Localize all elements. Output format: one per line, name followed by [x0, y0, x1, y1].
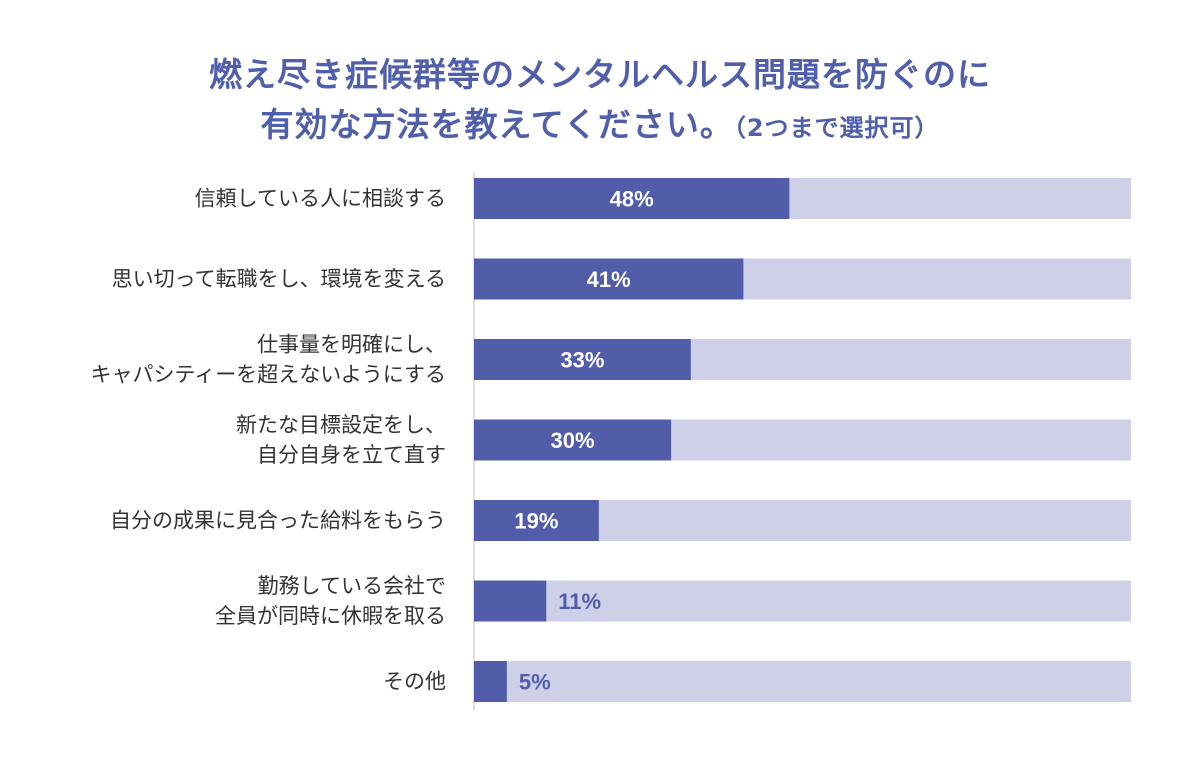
bar [474, 419, 672, 461]
bar-value-label: 41% [587, 267, 631, 292]
bar [474, 339, 691, 380]
category-label: 仕事量を明確にし、 [257, 333, 446, 357]
category-label: 信頼している人に相談する [195, 187, 446, 211]
bar-value-label: 30% [551, 428, 595, 453]
bar-value-label: 19% [514, 509, 558, 534]
bar-value-label: 33% [560, 348, 604, 373]
chart-title-line2: 有効な方法を教えてください。（2つまで選択可） [0, 100, 1200, 153]
bar-value-label: 48% [610, 187, 654, 212]
category-label: キャパシティーを超えないようにする [90, 363, 446, 387]
bar-value-label: 5% [519, 670, 551, 695]
category-label: 自分自身を立て直す [257, 443, 446, 467]
chart-title: 燃え尽き症候群等のメンタルヘルス問題を防ぐのに 有効な方法を教えてください。（2… [0, 50, 1200, 153]
category-label: 全員が同時に休暇を取る [215, 604, 446, 628]
chart-title-note: （2つまで選択可） [733, 114, 940, 142]
category-label: 勤務している会社で [258, 574, 446, 598]
bar-value-label: 11% [558, 589, 601, 614]
category-label: その他 [383, 670, 446, 694]
bar [474, 178, 790, 219]
bar [474, 661, 507, 702]
bar [474, 258, 744, 300]
bar [474, 580, 547, 622]
category-label: 思い切って転職をし、環境を変える [112, 267, 446, 291]
bars-group: 48% 信頼している人に相談する 41% 思い切って転職をし、環境を変える 33% 仕事量… [90, 178, 1131, 702]
category-label: 自分の成果に見合った給料をもらう [110, 509, 446, 533]
bar-track [474, 580, 1131, 622]
chart-title-line1: 燃え尽き症候群等のメンタルヘルス問題を防ぐのに [209, 55, 991, 94]
bar-track [474, 661, 1131, 702]
chart-title-line2-main: 有効な方法を教えてください。 [260, 105, 734, 144]
category-label: 新たな目標設定をし、 [236, 413, 446, 437]
bar [474, 500, 599, 541]
